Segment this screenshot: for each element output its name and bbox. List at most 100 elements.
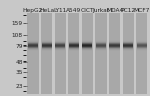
Bar [42, 50, 52, 51]
Bar [96, 50, 106, 51]
Bar [28, 41, 38, 42]
Bar [96, 40, 106, 41]
Bar [82, 41, 93, 42]
Bar [123, 39, 133, 40]
Bar [28, 50, 38, 51]
Bar [109, 45, 120, 46]
Bar [55, 46, 65, 47]
Bar [69, 39, 79, 40]
Bar [28, 51, 38, 52]
Bar [123, 46, 133, 47]
Bar [109, 43, 120, 44]
Bar [55, 50, 65, 51]
Bar [123, 13, 134, 94]
Bar [28, 40, 38, 41]
Bar [55, 48, 65, 49]
Bar [96, 44, 106, 45]
Bar [123, 49, 133, 50]
Bar [69, 45, 79, 46]
Bar [109, 46, 120, 47]
Bar [123, 45, 133, 46]
Bar [109, 40, 120, 41]
Bar [27, 13, 39, 94]
Bar [42, 40, 52, 41]
Bar [82, 39, 93, 40]
Bar [96, 49, 106, 50]
Bar [137, 47, 147, 48]
Bar [123, 40, 133, 41]
Bar [42, 49, 52, 50]
Bar [28, 48, 38, 49]
Bar [96, 46, 106, 47]
Bar [123, 41, 133, 42]
Bar [55, 40, 65, 41]
Bar [123, 48, 133, 49]
Bar [137, 48, 147, 49]
Bar [109, 51, 120, 52]
Bar [109, 47, 120, 48]
Bar [109, 48, 120, 49]
Bar [123, 51, 133, 52]
Bar [55, 13, 66, 94]
Bar [28, 44, 38, 45]
Bar [42, 51, 52, 52]
Bar [69, 47, 79, 48]
Bar [55, 44, 65, 45]
Bar [69, 49, 79, 50]
Bar [69, 46, 79, 47]
Bar [28, 46, 38, 47]
Bar [42, 42, 52, 43]
Bar [123, 43, 133, 44]
Bar [42, 41, 52, 42]
Bar [96, 51, 106, 52]
Bar [69, 42, 79, 43]
Bar [96, 48, 106, 49]
Bar [42, 39, 52, 40]
Bar [55, 45, 65, 46]
Bar [55, 47, 65, 48]
Bar [69, 51, 79, 52]
Bar [55, 51, 65, 52]
Bar [41, 13, 52, 94]
Bar [123, 50, 133, 51]
Bar [123, 42, 133, 43]
Bar [28, 39, 38, 40]
Bar [96, 39, 106, 40]
Bar [82, 42, 93, 43]
Bar [69, 44, 79, 45]
Bar [42, 46, 52, 47]
Bar [109, 50, 120, 51]
Bar [137, 51, 147, 52]
Bar [123, 44, 133, 45]
Bar [28, 45, 38, 46]
Bar [96, 42, 106, 43]
Bar [55, 41, 65, 42]
Bar [82, 40, 93, 41]
Bar [42, 43, 52, 44]
Bar [109, 41, 120, 42]
Bar [55, 43, 65, 44]
Bar [95, 13, 106, 94]
Bar [82, 13, 93, 94]
Bar [96, 47, 106, 48]
Bar [82, 51, 93, 52]
Bar [96, 41, 106, 42]
Bar [69, 41, 79, 42]
Bar [96, 45, 106, 46]
Bar [137, 50, 147, 51]
Bar [55, 42, 65, 43]
Bar [82, 43, 93, 44]
Bar [82, 45, 93, 46]
Bar [137, 43, 147, 44]
Bar [109, 13, 120, 94]
Bar [82, 44, 93, 45]
Bar [82, 50, 93, 51]
Bar [42, 45, 52, 46]
Bar [28, 49, 38, 50]
Bar [136, 13, 147, 94]
Bar [109, 42, 120, 43]
Bar [42, 44, 52, 45]
Bar [82, 47, 93, 48]
Bar [82, 48, 93, 49]
Bar [109, 49, 120, 50]
